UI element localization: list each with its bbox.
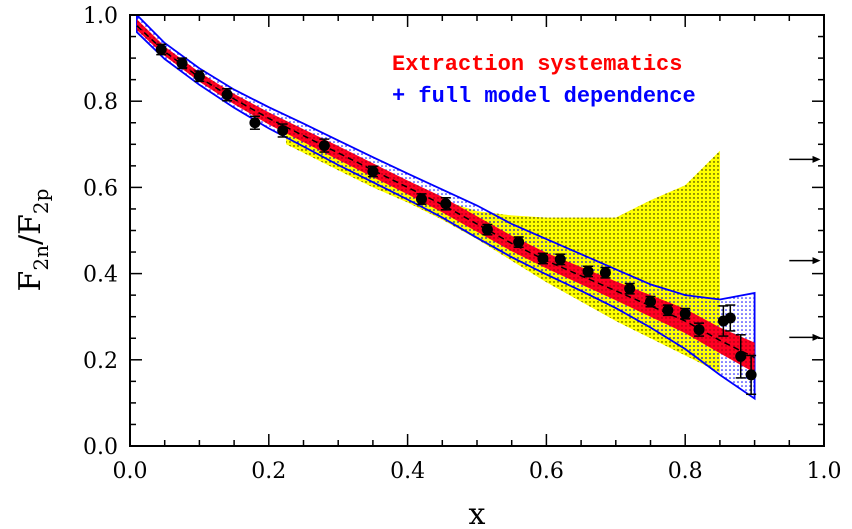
x-tick-label: 0.2 xyxy=(251,459,286,484)
data-marker xyxy=(221,89,233,101)
y-tick-labels: 0.0 0.2 0.4 0.6 0.8 1.0 xyxy=(83,4,118,460)
y-tick-label: 1.0 xyxy=(83,4,118,29)
x-axis-title: x xyxy=(469,497,486,529)
data-marker xyxy=(735,350,747,362)
data-point xyxy=(554,253,566,266)
data-marker xyxy=(193,70,205,82)
x-tick-label: 0.4 xyxy=(390,459,425,484)
y-axis-numerator-subscript: 2n xyxy=(29,245,53,271)
y-axis-denominator-subscript: 2p xyxy=(29,189,53,215)
arrows xyxy=(789,155,821,341)
data-points xyxy=(155,43,757,396)
data-marker xyxy=(318,140,330,152)
data-marker xyxy=(537,253,549,265)
arrow-head xyxy=(812,333,821,341)
arrow-head xyxy=(812,257,821,265)
data-point xyxy=(513,236,525,249)
data-marker xyxy=(679,308,691,320)
legend-extraction-systematics: Extraction systematics xyxy=(392,52,682,77)
data-point xyxy=(662,304,674,317)
y-tick-label: 0.0 xyxy=(83,435,118,460)
legend: Extraction systematics + full model depe… xyxy=(392,52,696,109)
y-axis-title: F2n/F2p xyxy=(13,189,53,292)
data-marker xyxy=(693,324,705,336)
y-tick-label: 0.2 xyxy=(83,349,118,374)
data-point xyxy=(645,295,656,308)
data-marker xyxy=(599,267,611,279)
x-tick-label: 0.8 xyxy=(668,459,703,484)
legend-full-model-dependence: + full model dependence xyxy=(392,84,696,109)
data-point xyxy=(599,266,611,279)
data-marker xyxy=(645,296,656,308)
data-point xyxy=(155,43,167,56)
data-point xyxy=(624,282,636,295)
data-marker xyxy=(481,224,493,236)
data-point xyxy=(415,193,427,205)
data-point xyxy=(367,165,379,178)
data-point xyxy=(693,322,705,337)
x-tick-label: 1.0 xyxy=(807,459,842,484)
data-marker xyxy=(582,265,594,277)
data-marker xyxy=(554,253,566,265)
data-point xyxy=(724,304,736,332)
data-marker xyxy=(367,165,379,177)
data-point xyxy=(176,57,188,70)
arrow-head xyxy=(812,155,821,163)
data-point xyxy=(318,138,330,153)
data-marker xyxy=(176,57,188,69)
data-point xyxy=(582,265,594,278)
y-tick-label: 0.8 xyxy=(83,90,118,115)
data-marker xyxy=(624,283,636,295)
data-point xyxy=(193,70,205,83)
data-marker xyxy=(745,369,757,381)
data-marker xyxy=(249,117,261,129)
svg-text:F2n/F2p: F2n/F2p xyxy=(13,189,53,292)
ticks xyxy=(129,14,825,447)
data-marker xyxy=(724,312,736,324)
data-point xyxy=(481,223,493,236)
y-tick-label: 0.4 xyxy=(83,263,118,288)
x-tick-label: 0.6 xyxy=(529,459,564,484)
data-point xyxy=(277,123,289,138)
x-tick-labels: 0.0 0.2 0.4 0.6 0.8 1.0 xyxy=(113,459,842,484)
y-axis-denominator: F xyxy=(13,214,48,235)
data-point xyxy=(735,334,747,379)
data-marker xyxy=(440,198,452,210)
y-axis-numerator: F xyxy=(13,271,48,292)
data-marker xyxy=(155,43,167,55)
y-tick-label: 0.6 xyxy=(83,176,118,201)
data-point xyxy=(221,87,233,102)
data-point xyxy=(679,307,691,320)
data-point xyxy=(249,115,261,130)
data-marker xyxy=(415,193,427,205)
data-point xyxy=(537,252,549,265)
data-marker xyxy=(277,125,289,137)
data-marker xyxy=(513,236,525,248)
data-marker xyxy=(662,304,674,316)
data-point xyxy=(440,196,452,211)
y-axis-slash: / xyxy=(13,234,48,245)
data-point xyxy=(745,354,757,396)
x-tick-label: 0.0 xyxy=(113,459,148,484)
